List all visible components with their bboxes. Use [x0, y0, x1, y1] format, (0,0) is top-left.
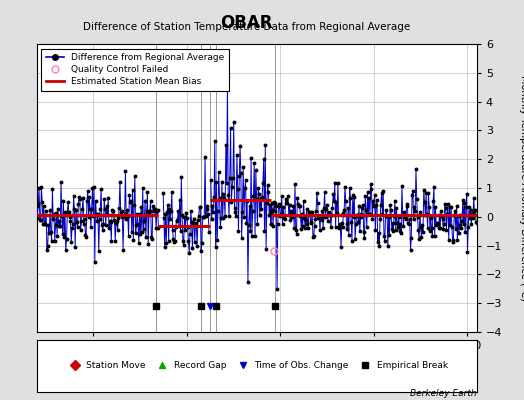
- Legend: Station Move, Record Gap, Time of Obs. Change, Empirical Break: Station Move, Record Gap, Time of Obs. C…: [63, 359, 451, 373]
- Text: Berkeley Earth: Berkeley Earth: [410, 389, 477, 398]
- Text: Difference of Station Temperature Data from Regional Average: Difference of Station Temperature Data f…: [83, 22, 410, 32]
- Text: OBAR: OBAR: [220, 14, 272, 32]
- Y-axis label: Monthly Temperature Anomaly Difference (°C): Monthly Temperature Anomaly Difference (…: [519, 75, 524, 301]
- Legend: Difference from Regional Average, Quality Control Failed, Estimated Station Mean: Difference from Regional Average, Qualit…: [41, 48, 229, 91]
